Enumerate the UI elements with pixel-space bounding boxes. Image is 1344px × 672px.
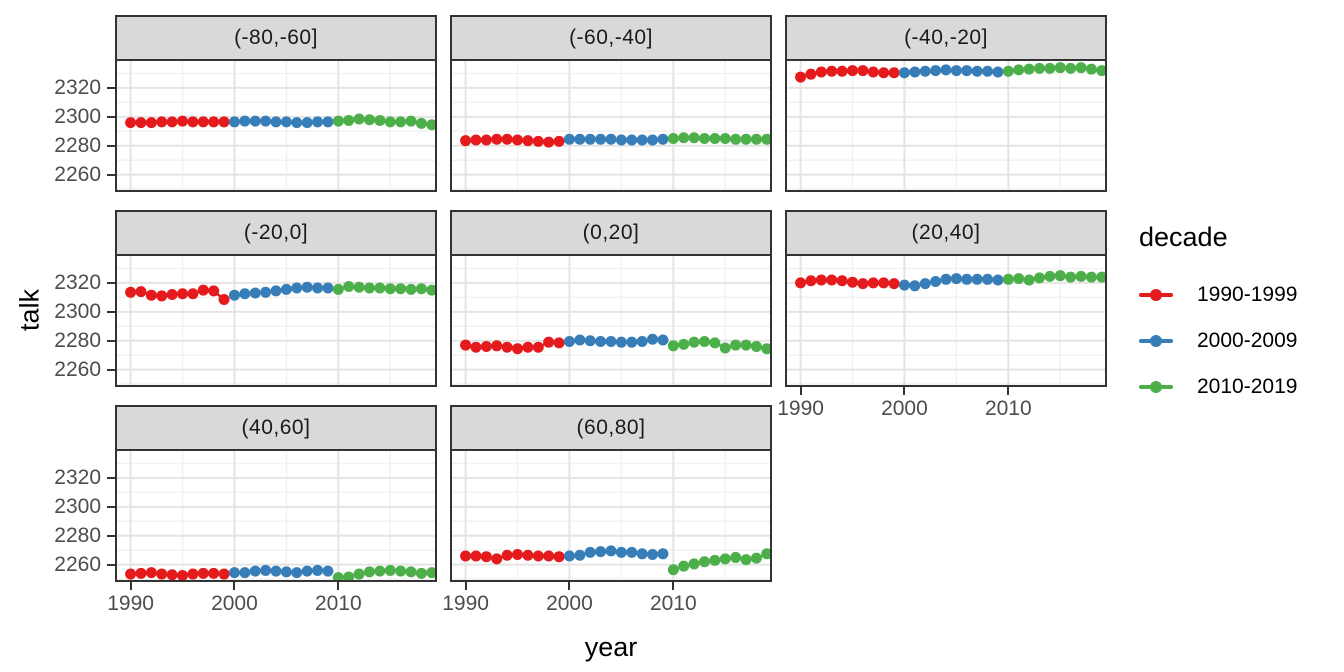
legend-entry-1990s: 1990-1999 [1139, 283, 1339, 307]
y-axis-tick [107, 534, 115, 537]
x-axis-tick-label: 2000 [546, 592, 593, 615]
y-axis-tick [107, 115, 115, 118]
x-axis-tick [903, 387, 906, 395]
y-axis-tick-label: 2280 [54, 133, 101, 157]
y-axis-tick-label: 2320 [54, 270, 101, 294]
x-axis-tick-label: 2010 [649, 592, 697, 615]
x-axis-tick [129, 582, 132, 590]
facet-strip-label: (-40,-20] [785, 15, 1107, 61]
x-axis-tick-label: 2000 [881, 397, 928, 420]
y-axis-tick-label: 2280 [54, 328, 101, 352]
y-axis-tick [107, 368, 115, 371]
x-axis-tick-label: 2010 [984, 397, 1032, 420]
y-axis-tick-label: 2300 [54, 299, 101, 323]
facet-panel [115, 449, 437, 582]
legend-entry-label: 2000-2009 [1197, 329, 1298, 352]
x-axis-tick-label: 1990 [107, 592, 154, 615]
facet-strip-label: (60,80] [450, 405, 772, 451]
x-axis-tick-label: 1990 [777, 397, 824, 420]
facet-panel [785, 59, 1107, 192]
x-axis-tick [799, 387, 802, 395]
legend-key-green-line-point-icon [1139, 375, 1173, 399]
x-axis-tick [1007, 387, 1010, 395]
facet-panel [450, 254, 772, 387]
y-axis-tick-label: 2300 [54, 494, 101, 518]
y-axis-title: talk [14, 288, 45, 332]
y-axis-tick-label: 2280 [54, 523, 101, 547]
y-axis-tick [107, 310, 115, 313]
legend-entry-2000s: 2000-2009 [1139, 329, 1339, 353]
y-axis-tick [107, 86, 115, 89]
facet-panel [115, 59, 437, 192]
x-axis-tick-label: 1990 [442, 592, 489, 615]
y-axis-tick-label: 2260 [54, 552, 101, 576]
legend-entry-2010s: 2010-2019 [1139, 375, 1339, 399]
x-axis-tick [568, 582, 571, 590]
legend: decade 1990-1999 2000-2009 2010-2019 [1139, 222, 1339, 421]
x-axis-tick [672, 582, 675, 590]
y-axis-tick [107, 505, 115, 508]
x-axis-tick-label: 2000 [211, 592, 258, 615]
facet-strip-label: (40,60] [115, 405, 437, 451]
facet-strip-label: (0,20] [450, 210, 772, 256]
y-axis-tick [107, 339, 115, 342]
y-axis-tick [107, 173, 115, 176]
y-axis-tick [107, 281, 115, 284]
x-axis-title: year [584, 632, 638, 662]
facet-strip-label: (-20,0] [115, 210, 437, 256]
facet-panel [450, 449, 772, 582]
y-axis-tick-label: 2320 [54, 465, 101, 489]
x-axis-tick [337, 582, 340, 590]
y-axis-tick-label: 2260 [54, 357, 101, 381]
facet-strip-label: (20,40] [785, 210, 1107, 256]
facet-panel [115, 254, 437, 387]
legend-key-red-line-point-icon [1139, 283, 1173, 307]
y-axis-tick-label: 2300 [54, 104, 101, 128]
y-axis-tick-label: 2320 [54, 75, 101, 99]
y-axis-tick [107, 563, 115, 566]
facet-strip-label: (-80,-60] [115, 15, 437, 61]
x-axis-tick-label: 2010 [314, 592, 362, 615]
facet-panel [450, 59, 772, 192]
facet-strip-label: (-60,-40] [450, 15, 772, 61]
y-axis-tick [107, 476, 115, 479]
facet-panel [785, 254, 1107, 387]
y-axis-tick-label: 2260 [54, 162, 101, 186]
legend-entry-label: 2010-2019 [1197, 375, 1298, 398]
y-axis-tick [107, 144, 115, 147]
legend-title: decade [1139, 222, 1228, 252]
x-axis-tick [464, 582, 467, 590]
legend-entry-label: 1990-1999 [1197, 283, 1298, 306]
x-axis-tick [233, 582, 236, 590]
legend-key-blue-line-point-icon [1139, 329, 1173, 353]
